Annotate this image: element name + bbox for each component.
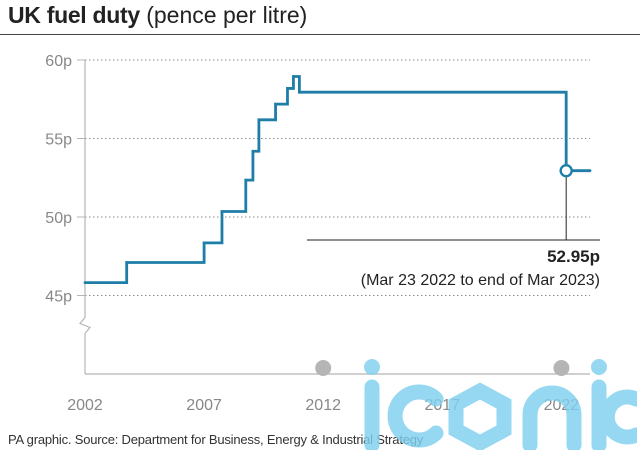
iconic-watermark — [364, 359, 637, 450]
x-tick-label: 2007 — [186, 397, 222, 414]
data-point-0 — [83, 281, 87, 285]
data-point-7 — [274, 102, 277, 106]
annotation-period: (Mar 23 2022 to end of Mar 2023) — [361, 272, 600, 289]
series-layer — [83, 75, 592, 285]
watermark-dot-2 — [591, 359, 607, 375]
y-tick-label: 60p — [45, 53, 72, 70]
data-point-2 — [202, 241, 206, 245]
y-axis-break — [79, 317, 91, 334]
gridlines — [85, 59, 590, 296]
title-rule — [0, 34, 640, 35]
y-tick-label: 45p — [45, 289, 72, 306]
watermark-stroke-c2 — [599, 389, 637, 445]
annotation-marker — [559, 163, 573, 178]
annotation-value: 52.95p — [547, 247, 600, 266]
annotation: 52.95p (Mar 23 2022 to end of Mar 2023) — [307, 163, 600, 289]
watermark-stroke-n — [522, 385, 582, 450]
data-point-8 — [286, 87, 289, 90]
source-note: PA graphic. Source: Department for Busin… — [8, 432, 424, 447]
data-point-10 — [297, 90, 301, 94]
axes — [77, 59, 590, 375]
chart-title: UK fuel duty (pence per litre) — [8, 2, 307, 29]
series-line — [85, 75, 590, 285]
axis-dot-2022 — [553, 360, 570, 376]
watermark-stroke-c — [387, 384, 444, 448]
data-point-1 — [125, 261, 129, 264]
watermark-dot-1 — [364, 359, 380, 375]
y-tick-label: 55p — [45, 132, 72, 149]
data-point-6 — [257, 118, 261, 122]
axis-dot-2012 — [315, 360, 332, 376]
data-point-5 — [251, 149, 255, 153]
axis-dots — [315, 360, 570, 376]
watermark-stroke-o — [448, 382, 512, 450]
x-tick-label: 2012 — [305, 397, 341, 414]
x-tick-label: 2002 — [67, 397, 103, 414]
data-point-12 — [588, 169, 592, 173]
data-point-3 — [220, 210, 224, 213]
title-subtitle: (pence per litre) — [146, 2, 308, 28]
y-tick-label: 50p — [45, 210, 72, 227]
title-main: UK fuel duty — [8, 2, 140, 28]
data-point-9 — [292, 75, 295, 78]
y-tick-labels: 45p 50p 55p 60p — [45, 53, 72, 306]
data-point-4 — [244, 178, 248, 182]
